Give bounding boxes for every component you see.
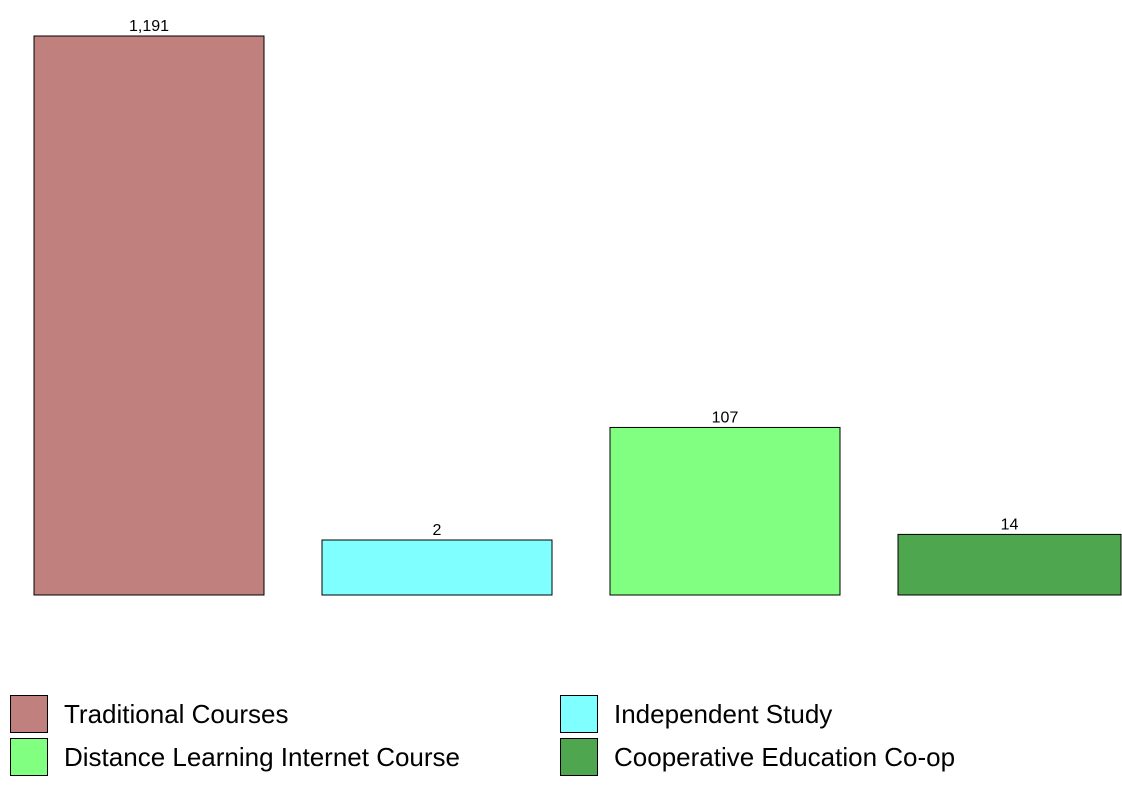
legend-swatch: [560, 695, 598, 733]
legend-label: Cooperative Education Co-op: [614, 741, 956, 772]
legend-item-cooperative-education: Cooperative Education Co-op: [560, 738, 955, 776]
legend-swatch: [560, 738, 598, 776]
legend-swatch: [10, 738, 48, 776]
legend-label: Traditional Courses: [64, 698, 289, 729]
bar-3: [609, 426, 841, 596]
bar-value-label-2: 2: [433, 522, 442, 539]
bar-value-label-3: 107: [712, 409, 739, 426]
value-labels-group: 1,191 2 107 14: [129, 18, 1019, 539]
bars-group: [33, 35, 1122, 596]
legend-swatch: [10, 695, 48, 733]
legend-item-independent-study: Independent Study: [560, 695, 832, 733]
bar-value-label-1: 1,191: [129, 18, 169, 35]
bar-2: [321, 539, 553, 596]
bar-1: [33, 35, 265, 596]
legend-item-distance-learning: Distance Learning Internet Course: [10, 738, 460, 776]
bar-value-label-4: 14: [1001, 516, 1019, 533]
bar-chart: 1,191 2 107 14: [33, 18, 1122, 596]
legend-label: Independent Study: [614, 698, 833, 729]
legend-item-traditional-courses: Traditional Courses: [10, 695, 288, 733]
bar-4: [897, 533, 1122, 596]
legend-label: Distance Learning Internet Course: [64, 741, 461, 772]
